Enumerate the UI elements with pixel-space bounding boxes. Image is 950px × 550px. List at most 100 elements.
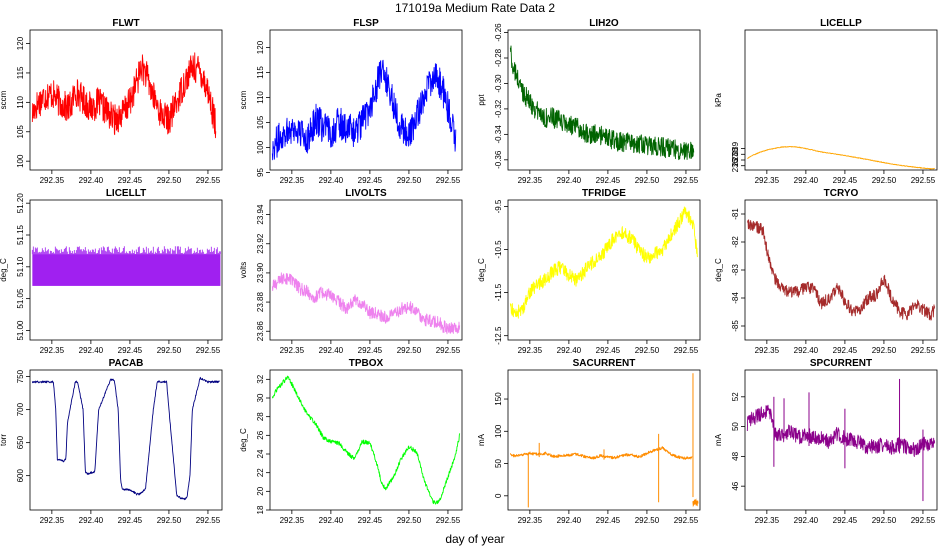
- data-line: [31, 52, 217, 139]
- figure-title: 171019a Medium Rate Data 2: [395, 1, 555, 15]
- data-tail: [692, 498, 699, 508]
- y-tick-label: 23.90: [256, 262, 265, 283]
- x-tick-label: 292.45: [118, 176, 143, 185]
- panel-title: LIVOLTS: [345, 188, 387, 199]
- plot-frame: [269, 199, 463, 341]
- x-tick-label: 292.50: [397, 176, 422, 185]
- x-tick-label: 292.50: [872, 346, 897, 355]
- series: [271, 59, 457, 161]
- x-tick-label: 292.55: [196, 346, 221, 355]
- y-tick-label: 50: [731, 422, 740, 431]
- data-line: [509, 206, 698, 319]
- plot-frame: [744, 369, 938, 511]
- y-tick-label: 18: [256, 505, 265, 514]
- y-axis-label: deg_C: [239, 428, 248, 452]
- y-tick-label: -85: [731, 320, 740, 332]
- x-tick-label: 292.40: [319, 176, 344, 185]
- panel-title: SPCURRENT: [810, 358, 872, 369]
- panel-title: LICELLT: [106, 188, 146, 199]
- y-tick-label: 100: [494, 424, 503, 438]
- y-tick-label: 100: [256, 140, 265, 154]
- x-tick-label: 292.40: [794, 346, 819, 355]
- data-line: [509, 45, 695, 161]
- panel-flwt: FLWT sccm 292.35 292.40 292.45 292.50 292.55 10…: [0, 18, 223, 185]
- data-line: [747, 146, 935, 170]
- x-tick-label: 292.40: [557, 516, 582, 525]
- series: [31, 52, 217, 139]
- y-tick-label: 24: [256, 449, 265, 458]
- panel-title: FLWT: [112, 18, 139, 29]
- data-band: [32, 254, 221, 286]
- y-tick-label: 51.05: [16, 288, 25, 309]
- panel-lih2o: LIH2O ppt 292.35 292.40 292.45 292.50 292.55 -0…: [477, 18, 701, 185]
- plot-frame: [29, 369, 223, 511]
- data-line: [31, 376, 220, 501]
- data-line: [746, 404, 936, 458]
- x-tick-label: 292.35: [280, 176, 305, 185]
- series: [31, 376, 220, 501]
- panel-title: LICELLP: [820, 18, 862, 29]
- y-axis-label: deg_C: [477, 258, 486, 282]
- y-axis-label: kPa: [714, 93, 723, 107]
- y-axis-label: ppt: [477, 94, 486, 106]
- y-tick-label: 51.20: [16, 193, 25, 214]
- y-tick-label: 32: [256, 374, 265, 383]
- plot-frame: [269, 29, 463, 171]
- data-line: [746, 219, 936, 321]
- plot-frame: [507, 29, 701, 171]
- data-band-jitter: [31, 246, 221, 255]
- series: [746, 378, 936, 502]
- y-tick-label: -0.34: [494, 125, 503, 144]
- x-tick-label: 292.50: [872, 176, 897, 185]
- x-tick-label: 292.35: [755, 346, 780, 355]
- y-tick-label: 30: [256, 393, 265, 402]
- x-tick-label: 292.50: [397, 346, 422, 355]
- plot-frame: [29, 29, 223, 171]
- x-tick-label: 292.35: [40, 176, 65, 185]
- y-tick-label: -0.32: [494, 99, 503, 118]
- y-tick-label: 120: [16, 36, 25, 50]
- x-tick-label: 292.35: [40, 516, 65, 525]
- y-tick-label: 52: [731, 392, 740, 401]
- x-tick-label: 292.40: [319, 516, 344, 525]
- panel-title: TPBOX: [349, 358, 384, 369]
- panel-title: TFRIDGE: [582, 188, 626, 199]
- y-tick-label: 0: [494, 493, 503, 498]
- y-tick-label: 105: [16, 125, 25, 139]
- y-axis-label: sccm: [0, 90, 8, 109]
- y-tick-label: 650: [16, 435, 25, 449]
- x-tick-label: 292.55: [911, 346, 936, 355]
- panel-title: SACURRENT: [573, 358, 636, 369]
- y-tick-label: 20: [256, 486, 265, 495]
- panel-livolts: LIVOLTS volts 292.35 292.40 292.45 292.50 292.…: [239, 188, 463, 355]
- plot-frame: [744, 29, 938, 171]
- x-tick-label: 292.35: [280, 346, 305, 355]
- data-line: [509, 446, 693, 460]
- y-tick-label: 115: [256, 66, 265, 79]
- x-tick-label: 292.35: [518, 346, 543, 355]
- panel-tpbox: TPBOX deg_C 292.35 292.40 292.45 292.50 292.55…: [239, 358, 463, 525]
- panel-licellt: LICELLT deg_C 292.35 292.40 292.45 292.50 292.…: [0, 188, 223, 355]
- y-tick-label: 150: [494, 392, 503, 406]
- y-tick-label: 238: [731, 147, 740, 161]
- y-axis-label: deg_C: [0, 258, 8, 282]
- x-tick-label: 292.35: [518, 516, 543, 525]
- y-tick-label: -10.5: [494, 240, 503, 259]
- x-tick-label: 292.45: [118, 516, 143, 525]
- data-line: [271, 272, 461, 335]
- x-tick-label: 292.35: [280, 516, 305, 525]
- data-line: [271, 375, 461, 505]
- y-axis-label: sccm: [239, 90, 248, 109]
- y-tick-label: 110: [16, 95, 25, 108]
- y-tick-label: 23.92: [256, 233, 265, 254]
- x-tick-label: 292.45: [358, 516, 383, 525]
- y-tick-label: -82: [731, 236, 740, 248]
- x-tick-label: 292.45: [833, 176, 858, 185]
- y-tick-label: 236: [731, 158, 740, 172]
- x-tick-label: 292.45: [596, 346, 621, 355]
- series: [271, 375, 461, 505]
- x-tick-label: 292.45: [358, 346, 383, 355]
- plot-frame: [29, 199, 223, 341]
- y-tick-label: -0.28: [494, 48, 503, 67]
- panel-flsp: FLSP sccm 292.35 292.40 292.45 292.50 292.55 95…: [239, 18, 463, 185]
